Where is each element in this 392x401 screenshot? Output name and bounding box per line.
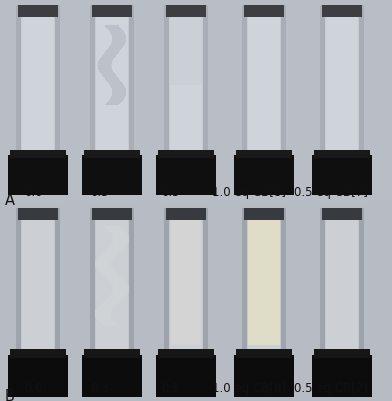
Text: 0.5: 0.5 — [161, 186, 180, 198]
Text: B: B — [5, 389, 15, 401]
Text: 0.5 eq CB[7]: 0.5 eq CB[7] — [294, 382, 368, 395]
Text: 0.3: 0.3 — [91, 382, 109, 395]
Text: 1.0 eq CB[8]: 1.0 eq CB[8] — [212, 382, 286, 395]
Text: 0.5 eq CB[7]: 0.5 eq CB[7] — [294, 186, 368, 198]
Text: A: A — [5, 193, 15, 208]
Text: 0.0: 0.0 — [24, 382, 43, 395]
Text: 0.0: 0.0 — [24, 186, 43, 198]
Text: 0.5: 0.5 — [161, 382, 180, 395]
Text: 1.0 eq CB[8]: 1.0 eq CB[8] — [212, 186, 286, 198]
Text: 0.3: 0.3 — [91, 186, 109, 198]
